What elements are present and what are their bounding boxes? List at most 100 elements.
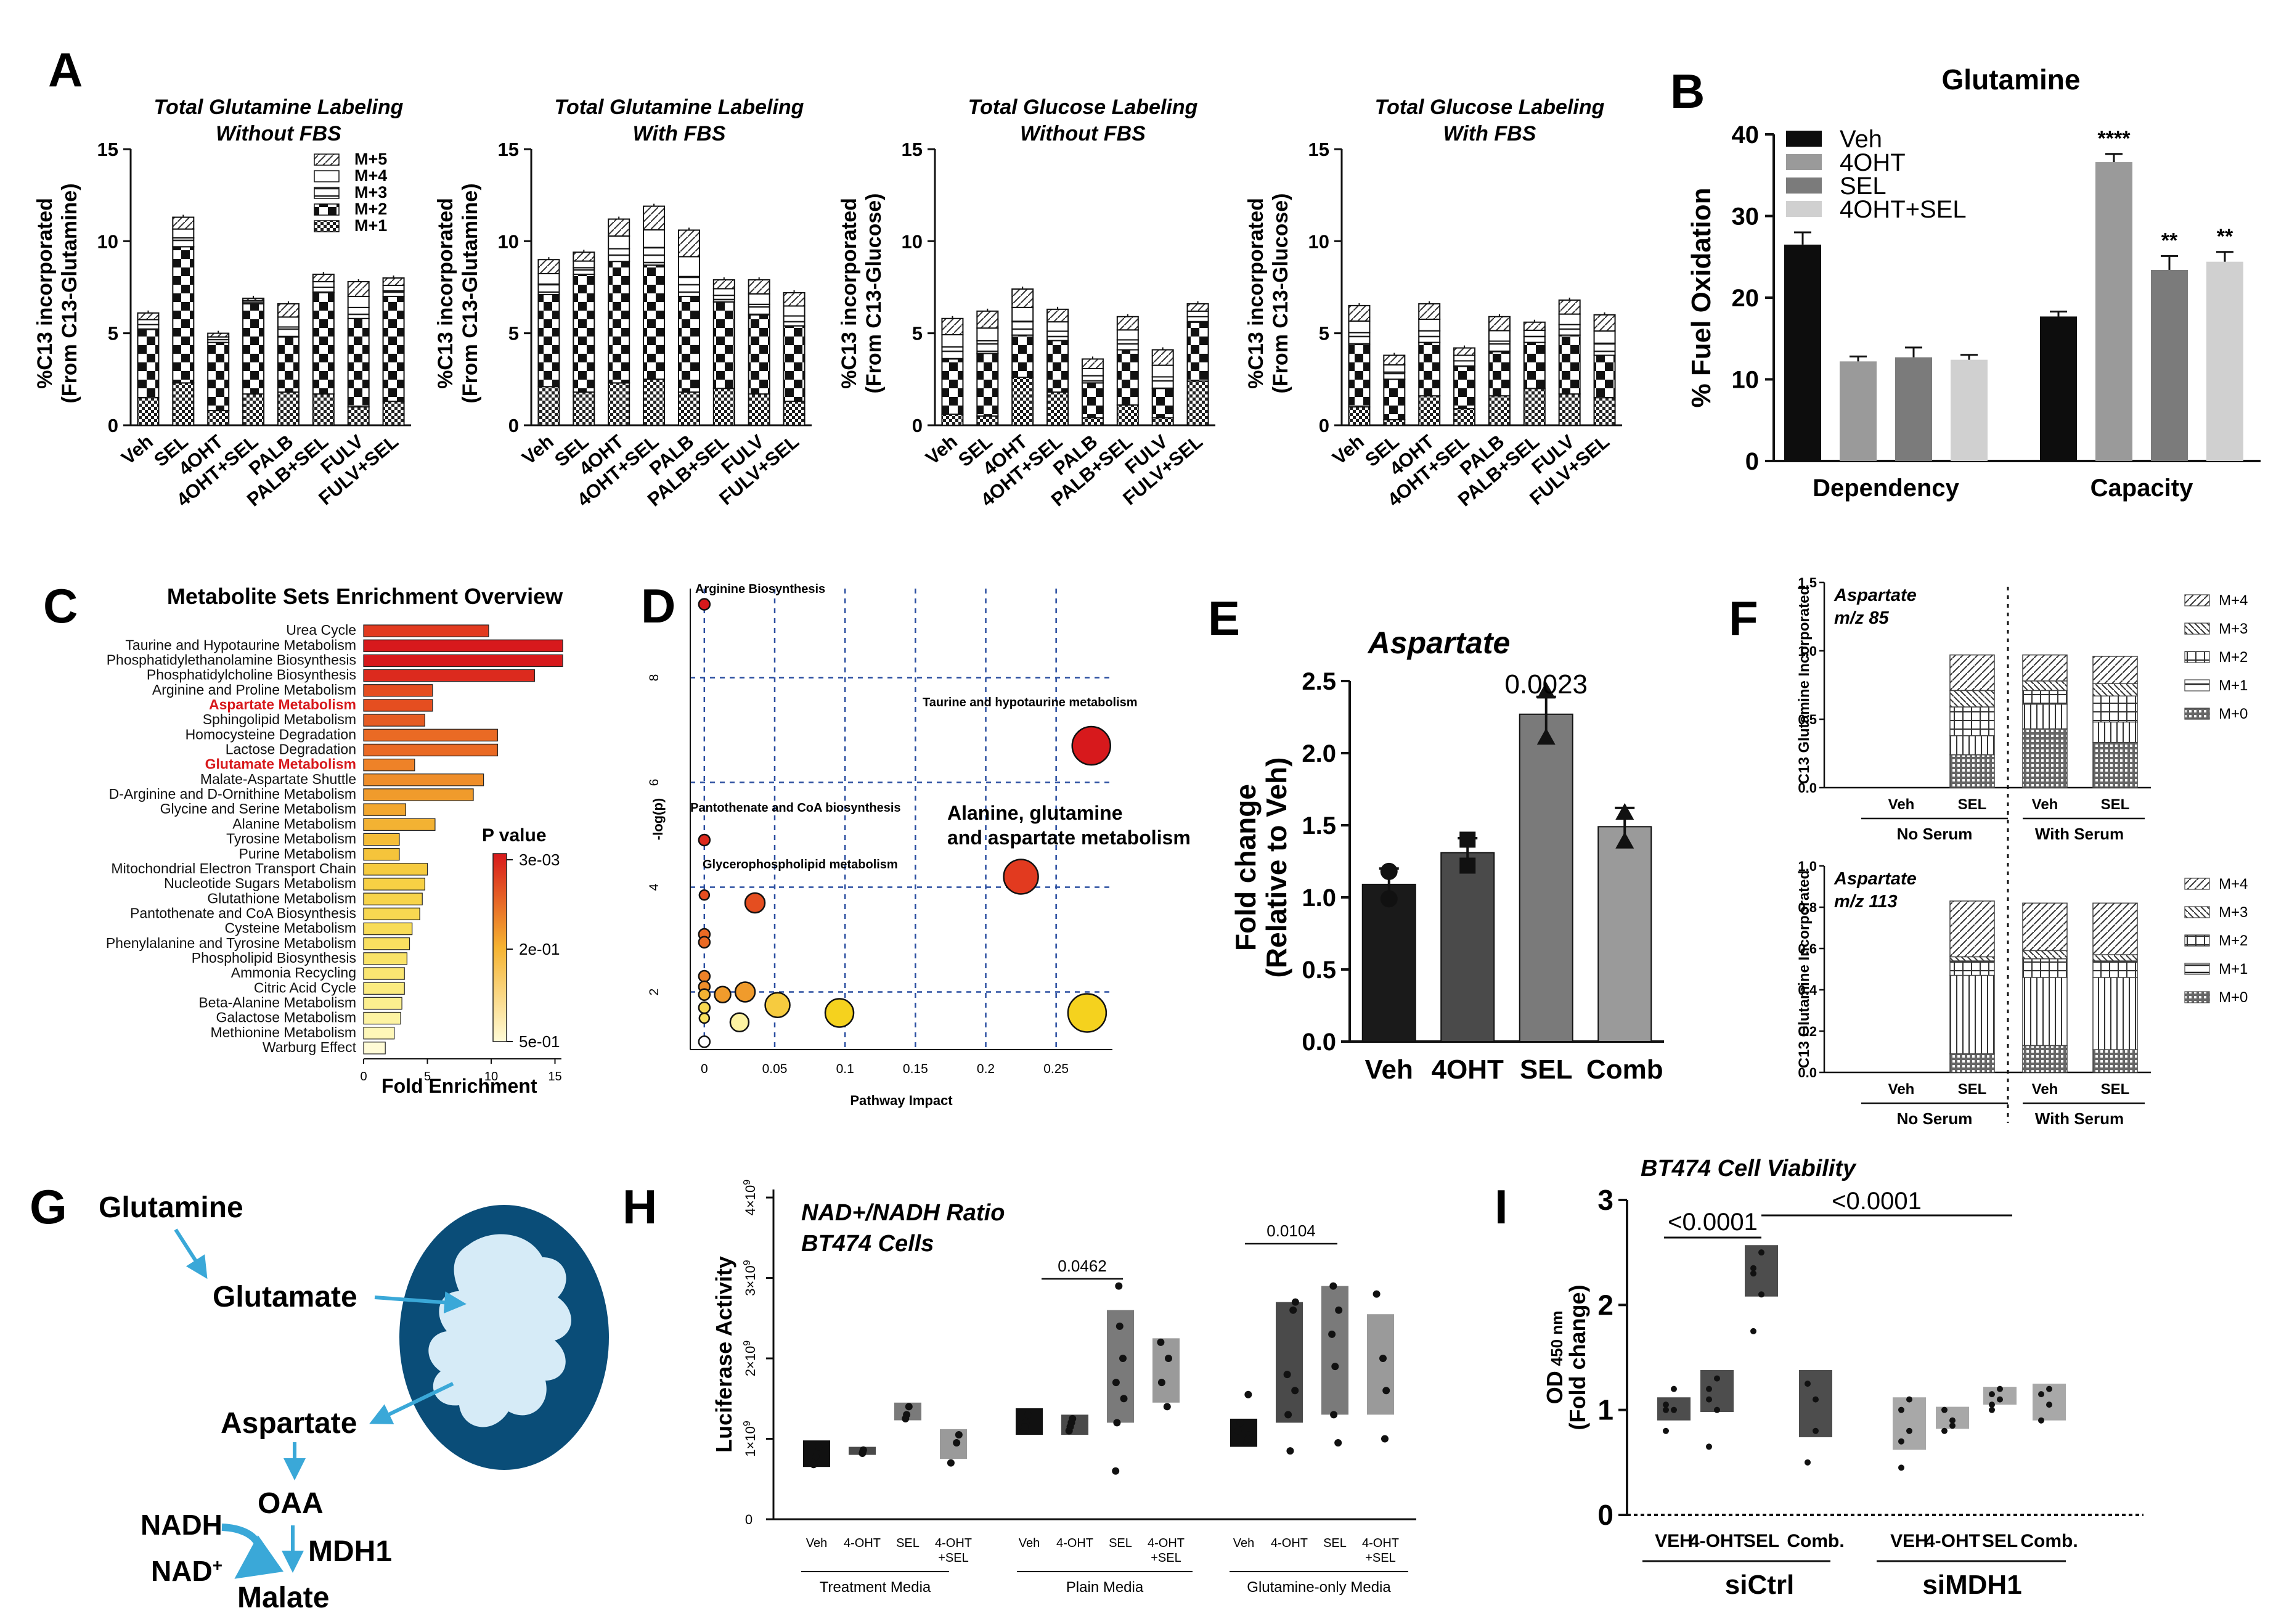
bar-a2-upper-segment <box>643 229 666 248</box>
bar-a4-upper-segment <box>1453 360 1476 367</box>
legend-b-swatch <box>1786 201 1822 217</box>
nad-text: NAD <box>151 1555 213 1587</box>
legend-f2-swatch <box>2184 991 2210 1003</box>
panel-letter-a: A <box>48 43 83 97</box>
data-point-i <box>1663 1427 1669 1434</box>
bar-a1-upper-segment <box>382 285 405 292</box>
bar-f2-segment <box>1949 1053 1995 1073</box>
chart-a4-title-line1: Total Glucose Labeling <box>1375 96 1605 119</box>
chart-d-xtick-label: 0 <box>701 1062 708 1076</box>
data-point-i <box>1758 1249 1764 1256</box>
legend-a1-label: M+4 <box>354 166 387 185</box>
bar-c <box>363 728 498 741</box>
chart-b-group-label: Dependency <box>1813 475 1960 502</box>
panel-b-fuel-oxidation-chart: Glutamine % Fuel Oxidation 0 10 20 30 40 Depend… <box>1686 63 2261 502</box>
chart-d-xtick-label: 0.2 <box>977 1062 995 1076</box>
chart-h-xtick-label: +SEL <box>1365 1551 1395 1565</box>
bar-f1-segment <box>2092 656 2138 685</box>
panel-letter-g: G <box>30 1180 67 1234</box>
bar-a4-m1 <box>1558 393 1581 426</box>
chart-h-ytick-mantissa: 3 <box>743 1289 758 1296</box>
data-point-i <box>1706 1443 1712 1450</box>
data-point-i <box>1805 1381 1811 1387</box>
chart-e-pvalue-annotation: 0.0023 <box>1504 669 1588 700</box>
bar-c <box>363 907 420 921</box>
panel-letter-f: F <box>1729 591 1758 645</box>
bar-f2-segment <box>1949 960 1995 976</box>
legend-f2-label: M+4 <box>2219 876 2248 892</box>
chart-h-ytick-label: 3×109 <box>742 1260 758 1296</box>
bar-a3-upper-segment <box>1011 306 1034 322</box>
chart-f1-ytick-label: 1.0 <box>1798 643 1817 659</box>
bar-a4-upper-segment <box>1418 330 1441 343</box>
bar-a1-m2 <box>207 341 230 412</box>
legend-f2-label: M+0 <box>2219 989 2248 1006</box>
data-point-h <box>1381 1435 1389 1443</box>
chart-h-group-label: Plain Media <box>1066 1579 1144 1596</box>
data-point-h <box>1284 1411 1292 1419</box>
chart-c-category-label: Warburg Effect <box>263 1039 357 1055</box>
bar-c <box>363 773 484 786</box>
chart-a2-ylabel-line1: %C13 incorporated <box>434 198 457 389</box>
data-point-h <box>1291 1298 1299 1306</box>
glutamate-node: Glutamate <box>213 1281 357 1313</box>
bar-e <box>1361 883 1416 1042</box>
bar-a1-upper-segment <box>277 316 300 328</box>
chart-c-pvalue-colorbar <box>492 853 507 1042</box>
legend-f2-label: M+2 <box>2219 932 2248 949</box>
chart-h-xtick-label: 4-OHT <box>1362 1536 1399 1550</box>
chart-d-ylabel: -log(p) <box>650 798 666 840</box>
chart-h-ytick-mantissa: 4 <box>743 1208 758 1215</box>
chart-f2-ytick-label: 0.4 <box>1798 982 1817 998</box>
bar-c <box>363 952 407 965</box>
bar-c <box>363 818 436 831</box>
bar-f1-segment <box>1949 706 1995 737</box>
chart-f1-xtick-label: SEL <box>2101 796 2130 813</box>
bar-a1-m2 <box>172 246 195 384</box>
chart-f1-ylabel: C13 Glutamine Incorporated <box>1796 586 1813 784</box>
chart-c-category-label: Phosphatidylcholine Biosynthesis <box>147 667 356 683</box>
data-point-e <box>1615 831 1634 849</box>
chart-e-ytick-label: 1.0 <box>1302 884 1336 912</box>
bar-a4-upper-segment <box>1453 347 1476 356</box>
arrow-nadh-nad <box>221 1524 283 1579</box>
chart-c-category-label: Alanine Metabolism <box>232 815 356 831</box>
panel-letter-h: H <box>622 1180 657 1234</box>
chart-f2-group-label: With Serum <box>2035 1109 2124 1128</box>
legend-f2-swatch <box>2184 963 2210 975</box>
bar-f1-segment <box>2092 695 2138 723</box>
bar-c <box>363 863 428 876</box>
bar-a1-upper-segment <box>242 297 265 301</box>
chart-e-xtick-label: 4OHT <box>1432 1055 1504 1085</box>
chart-h-ytick-exponent: 9 <box>742 1421 753 1426</box>
bar-a2-upper-segment <box>537 283 560 295</box>
scatter-point-d <box>1003 859 1039 895</box>
bar-a3-upper-segment <box>1116 339 1139 351</box>
bar-a2-upper-segment <box>643 247 666 266</box>
bar-b-sel <box>2151 269 2188 461</box>
bar-a2-upper-segment <box>712 295 735 303</box>
chart-f2-xtick-label: Veh <box>2032 1081 2058 1098</box>
chart-h-ytick-label: 2×109 <box>742 1340 758 1377</box>
chart-i-xtick-label: Comb. <box>2020 1531 2078 1551</box>
chart-c-xtick-label: 15 <box>548 1070 561 1083</box>
chart-a1-ytick-label: 15 <box>97 139 118 160</box>
bar-a3-upper-segment <box>976 327 999 341</box>
bar-a2-m1 <box>677 391 700 426</box>
legend-b-label: 4OHT+SEL <box>1840 196 1967 223</box>
bar-a3-upper-segment <box>1186 310 1209 317</box>
bar-f2-segment <box>2092 1049 2138 1073</box>
bar-a1-m1 <box>347 406 370 426</box>
chart-c-category-label: Sphingolipid Metabolism <box>203 711 356 727</box>
scatter-point-d <box>698 969 711 983</box>
bar-a4-upper-segment <box>1453 354 1476 362</box>
data-point-h <box>1328 1330 1336 1338</box>
chart-c-category-label: Cysteine Metabolism <box>225 920 356 936</box>
chart-e-xtick-label: SEL <box>1520 1055 1573 1085</box>
data-point-i <box>1706 1385 1712 1392</box>
bar-c <box>363 847 400 861</box>
bar-f1-segment <box>2092 721 2138 743</box>
panel-letter-c: C <box>43 579 78 633</box>
bar-a2-m1 <box>712 388 735 426</box>
bar-a4-m1 <box>1593 397 1616 426</box>
